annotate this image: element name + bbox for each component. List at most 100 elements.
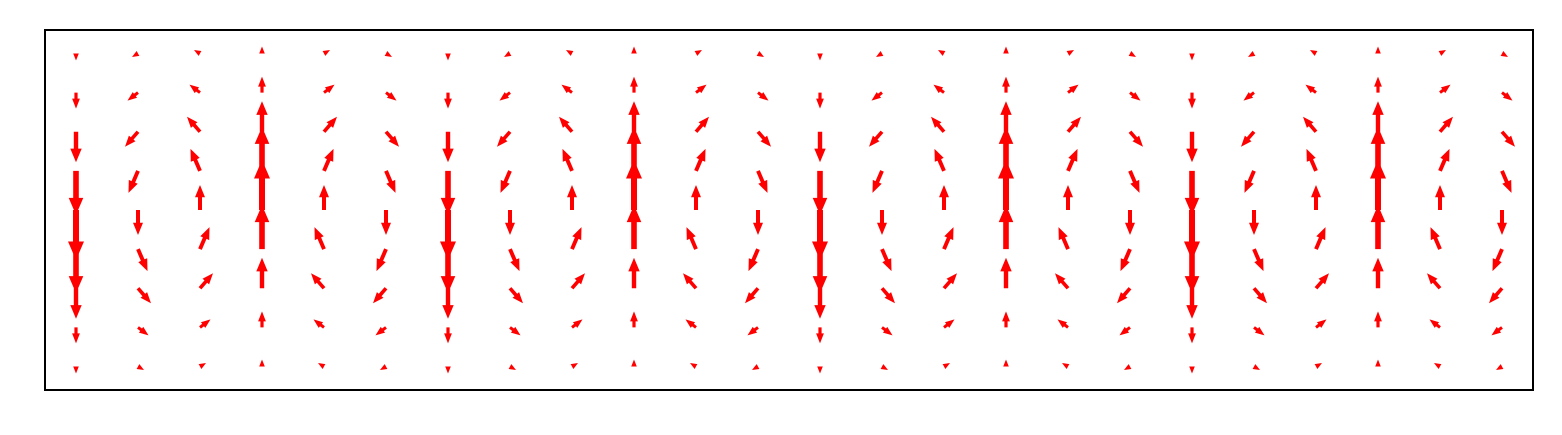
arrow <box>508 287 523 304</box>
arrow <box>385 91 397 101</box>
arrow <box>817 53 823 61</box>
arrow <box>1314 273 1329 290</box>
arrow <box>258 311 266 328</box>
arrow <box>1491 326 1503 336</box>
arrow <box>1184 249 1200 294</box>
arrow <box>1002 311 1010 328</box>
arrow <box>254 205 270 250</box>
arrow <box>1310 50 1318 56</box>
arrow <box>72 92 80 109</box>
arrow <box>942 363 950 369</box>
arrow <box>695 84 707 94</box>
arrow <box>1188 327 1196 344</box>
arrow <box>1303 116 1318 133</box>
arrow <box>258 76 266 93</box>
arrow <box>1501 91 1513 101</box>
arrow <box>1249 210 1259 235</box>
arrow <box>1429 319 1441 329</box>
arrow <box>136 364 144 370</box>
arrow <box>747 326 759 336</box>
arrow <box>566 50 574 56</box>
arrow <box>384 130 399 147</box>
arrow <box>442 131 454 163</box>
arrow <box>1439 84 1451 94</box>
arrow <box>630 311 638 328</box>
arrow <box>694 116 709 133</box>
arrow <box>1058 227 1070 250</box>
arrow <box>1062 363 1070 369</box>
arrow <box>440 249 456 294</box>
arrow <box>132 51 140 57</box>
arrow <box>384 51 392 57</box>
arrow <box>1117 287 1132 304</box>
arrow <box>1370 205 1386 250</box>
arrow <box>1066 116 1081 133</box>
arrow <box>753 210 763 235</box>
arrow <box>869 130 884 147</box>
arrow <box>1067 84 1079 94</box>
arrow <box>500 170 512 193</box>
arrow <box>1314 227 1326 250</box>
arrow <box>1120 248 1132 272</box>
arrow <box>505 210 515 235</box>
arrow <box>872 170 884 193</box>
arrow <box>816 92 824 109</box>
arrow <box>571 319 583 329</box>
arrow <box>1128 170 1140 193</box>
arrow <box>504 51 512 57</box>
arrow <box>311 273 326 290</box>
arrow <box>694 50 702 56</box>
arrow <box>876 51 884 57</box>
arrow <box>1375 46 1381 54</box>
arrow <box>199 319 211 329</box>
arrow <box>70 288 82 319</box>
arrow <box>440 170 456 215</box>
arrow <box>497 130 512 147</box>
arrow <box>1063 185 1073 210</box>
arrow <box>630 76 638 93</box>
arrow <box>748 248 760 272</box>
arrow <box>1243 91 1255 101</box>
arrow <box>445 53 451 61</box>
arrow <box>313 319 325 329</box>
arrow <box>1184 170 1200 215</box>
arrow <box>745 287 760 304</box>
arrow <box>626 205 642 250</box>
arrow <box>943 319 955 329</box>
arrow <box>125 130 140 147</box>
arrow <box>189 84 201 94</box>
arrow <box>137 326 149 336</box>
arrow <box>880 248 892 272</box>
arrow <box>939 185 949 210</box>
arrow <box>375 326 387 336</box>
arrow <box>628 101 640 132</box>
arrow <box>73 53 79 61</box>
arrow <box>938 50 946 56</box>
arrow <box>323 84 335 94</box>
arrow <box>880 364 888 370</box>
arrow <box>198 273 213 290</box>
arrow <box>631 46 637 54</box>
arrow <box>812 210 828 260</box>
arrow <box>445 366 451 374</box>
arrow <box>812 170 828 215</box>
arrow <box>442 288 454 319</box>
arrow <box>1435 185 1445 210</box>
arrow <box>683 273 698 290</box>
arrow <box>318 363 326 369</box>
arrow <box>444 92 452 109</box>
arrow <box>1003 359 1009 367</box>
arrow <box>1305 84 1317 94</box>
arrow <box>567 185 577 210</box>
arrow <box>1370 126 1386 171</box>
arrow <box>1375 359 1381 367</box>
arrow <box>871 91 883 101</box>
arrow <box>1311 185 1321 210</box>
arrow <box>1055 273 1070 290</box>
arrow <box>756 51 764 57</box>
arrow <box>998 160 1014 210</box>
arrow <box>1438 50 1446 56</box>
arrow <box>570 227 582 250</box>
arrow <box>1189 366 1195 374</box>
